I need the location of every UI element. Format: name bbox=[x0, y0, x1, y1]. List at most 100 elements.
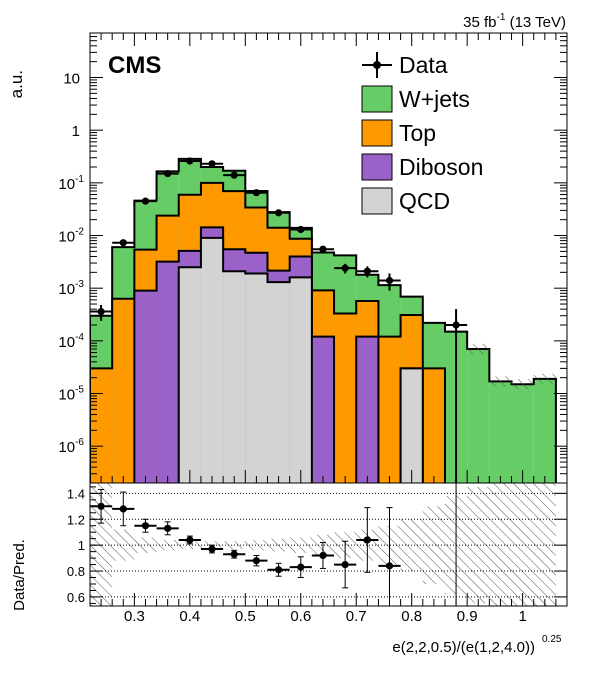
x-axis-label: e(2,2,0.5)/(e(1,2,4.0)) bbox=[392, 639, 535, 656]
ratio-point bbox=[319, 551, 327, 560]
legend-label-qcd: QCD bbox=[399, 188, 450, 214]
x-tick-label: 0.5 bbox=[235, 608, 256, 625]
ratio-y-tick-label: 0.6 bbox=[67, 590, 85, 605]
ratio-y-tick-label: 0.8 bbox=[67, 564, 85, 579]
qcd-bar bbox=[400, 368, 423, 483]
data-point bbox=[252, 189, 260, 197]
data-points bbox=[90, 157, 468, 483]
legend-swatch-diboson bbox=[361, 153, 393, 181]
ratio-band-bin bbox=[422, 506, 445, 584]
x-axis-label-exponent: 0.25 bbox=[542, 634, 562, 645]
x-tick-label: 0.4 bbox=[179, 608, 200, 625]
top-axes: 10-6 10-5 10-4 10-3 10-2 10-1 1 10 bbox=[58, 32, 568, 484]
data-point bbox=[141, 197, 150, 205]
ratio-point bbox=[385, 562, 394, 570]
ratio-band-bin bbox=[467, 486, 490, 604]
mc-uncertainty-hatch bbox=[489, 376, 512, 387]
data-point bbox=[97, 307, 105, 316]
top-bar bbox=[334, 313, 357, 483]
ratio-band-bin bbox=[90, 483, 113, 606]
legend-swatch-w-jets bbox=[361, 85, 393, 113]
ratio-y-tick-label: 1.2 bbox=[67, 512, 85, 527]
ratio-point bbox=[297, 563, 305, 571]
top-y-axis-label: a.u. bbox=[7, 70, 26, 98]
ratio-point bbox=[274, 566, 283, 574]
qcd-bar bbox=[223, 271, 246, 483]
qcd-bar bbox=[178, 267, 201, 483]
y-tick-label: 10 bbox=[63, 71, 80, 88]
data-point bbox=[164, 169, 172, 178]
y-tick-label: 10-5 bbox=[58, 385, 84, 404]
ratio-band-bin bbox=[134, 537, 157, 553]
data-point bbox=[341, 264, 349, 272]
lumi-label: 35 fb-1 (13 TeV) bbox=[463, 12, 566, 31]
data-point bbox=[230, 171, 238, 179]
x-tick-label: 0.7 bbox=[346, 608, 367, 625]
data-point bbox=[208, 160, 216, 168]
y-tick-label: 10-3 bbox=[58, 279, 84, 298]
ratio-band-bin bbox=[489, 483, 512, 606]
ratio-band-bin bbox=[511, 483, 534, 606]
data-point bbox=[385, 276, 394, 285]
qcd-outline bbox=[177, 236, 424, 483]
ratio-point bbox=[164, 524, 172, 532]
diboson-outline bbox=[133, 226, 424, 483]
legend-swatch-top bbox=[361, 119, 393, 147]
mc-uncertainty-hatch bbox=[533, 373, 556, 384]
legend-swatch-qcd bbox=[361, 187, 393, 215]
data-point bbox=[186, 157, 194, 165]
ratio-band-bin bbox=[245, 539, 268, 551]
data-point bbox=[452, 321, 460, 329]
qcd-bar bbox=[289, 277, 312, 483]
ratio-band-bin bbox=[267, 538, 290, 552]
w-jets-bar bbox=[533, 378, 556, 483]
diboson-bar bbox=[134, 290, 157, 483]
y-tick-label: 10-4 bbox=[58, 332, 84, 351]
w-jets-bar bbox=[511, 384, 534, 483]
y-tick-label: 10-2 bbox=[58, 227, 84, 246]
ratio-point bbox=[119, 505, 127, 513]
w-jets-bar bbox=[467, 349, 490, 483]
ratio-band-bin bbox=[533, 483, 556, 606]
experiment-label: CMS bbox=[108, 52, 161, 79]
top-bar bbox=[422, 368, 445, 483]
legend-data-marker bbox=[373, 61, 381, 69]
data-point bbox=[363, 267, 371, 275]
mc-uncertainty-hatch bbox=[467, 343, 490, 355]
qcd-bar bbox=[267, 282, 290, 483]
diboson-bar bbox=[156, 261, 179, 483]
legend-label-top: Top bbox=[399, 120, 436, 146]
mc-uncertainty-hatch bbox=[511, 379, 534, 390]
qcd-bar bbox=[200, 237, 224, 483]
legend-label-w-jets: W+jets bbox=[399, 86, 470, 112]
x-tick-label: 1 bbox=[518, 608, 526, 625]
x-tick-label: 0.8 bbox=[401, 608, 422, 625]
data-point bbox=[319, 245, 327, 253]
y-tick-label: 10-6 bbox=[58, 437, 84, 456]
ratio-point bbox=[363, 536, 371, 544]
y-tick-label: 1 bbox=[72, 123, 80, 140]
w-jets-bar bbox=[489, 381, 512, 483]
top-outline bbox=[90, 181, 446, 483]
legend-label-diboson: Diboson bbox=[399, 154, 483, 180]
diboson-bar bbox=[356, 336, 379, 483]
ratio-point bbox=[341, 560, 349, 569]
ratio-point bbox=[252, 557, 260, 565]
x-tick-label: 0.9 bbox=[457, 608, 478, 625]
ratio-y-tick-label: 1.4 bbox=[67, 486, 85, 501]
qcd-bar bbox=[245, 273, 268, 483]
bottom-y-axis-label: Data/Pred. bbox=[11, 539, 28, 611]
x-tick-label: 0.3 bbox=[124, 608, 145, 625]
diboson-bar bbox=[311, 336, 335, 483]
ratio-point bbox=[97, 502, 105, 510]
y-tick-label: 10-1 bbox=[58, 174, 84, 193]
ratio-point bbox=[186, 536, 194, 544]
x-tick-label: 0.6 bbox=[290, 608, 311, 625]
bottom-frame bbox=[89, 482, 568, 607]
ratio-y-tick-label: 1 bbox=[78, 538, 85, 553]
data-point bbox=[119, 239, 127, 247]
ratio-band-bin bbox=[156, 539, 179, 551]
legend: Data W+jets Top Diboson QCD bbox=[361, 52, 483, 215]
ratio-point bbox=[208, 545, 216, 553]
data-point bbox=[274, 209, 283, 217]
